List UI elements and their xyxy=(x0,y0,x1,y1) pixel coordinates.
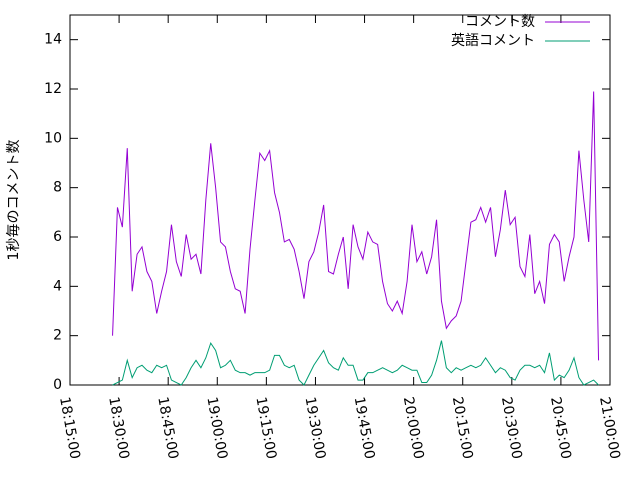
y-tick-label: 4 xyxy=(53,278,62,294)
x-tick-label: 20:45:00 xyxy=(547,396,574,461)
y-tick-label: 14 xyxy=(44,32,62,48)
legend-label: コメント数 xyxy=(465,14,535,30)
x-tick-label: 19:30:00 xyxy=(302,396,329,461)
y-tick-label: 8 xyxy=(53,180,62,196)
y-tick-label: 0 xyxy=(53,377,62,393)
series-line xyxy=(112,91,600,361)
x-tick-label: 20:30:00 xyxy=(498,396,525,461)
x-tick-label: 21:00:00 xyxy=(596,396,623,461)
y-tick-label: 6 xyxy=(53,229,62,245)
series-line xyxy=(112,340,599,386)
y-tick-label: 2 xyxy=(53,328,62,344)
x-tick-label: 19:00:00 xyxy=(203,396,230,461)
x-tick-label: 18:15:00 xyxy=(56,396,83,461)
x-tick-label: 18:30:00 xyxy=(105,396,132,461)
legend-label: 英語コメント xyxy=(451,32,535,49)
y-tick-label: 10 xyxy=(44,130,62,146)
x-tick-label: 20:00:00 xyxy=(400,396,427,461)
y-axis-label: 1秒毎のコメント数 xyxy=(6,140,22,261)
y-tick-label: 12 xyxy=(44,81,62,97)
x-tick-label: 19:45:00 xyxy=(351,396,378,461)
plot-border xyxy=(69,14,611,386)
x-tick-label: 20:15:00 xyxy=(449,396,476,461)
x-tick-label: 19:15:00 xyxy=(252,396,279,461)
x-tick-label: 18:45:00 xyxy=(154,396,181,461)
